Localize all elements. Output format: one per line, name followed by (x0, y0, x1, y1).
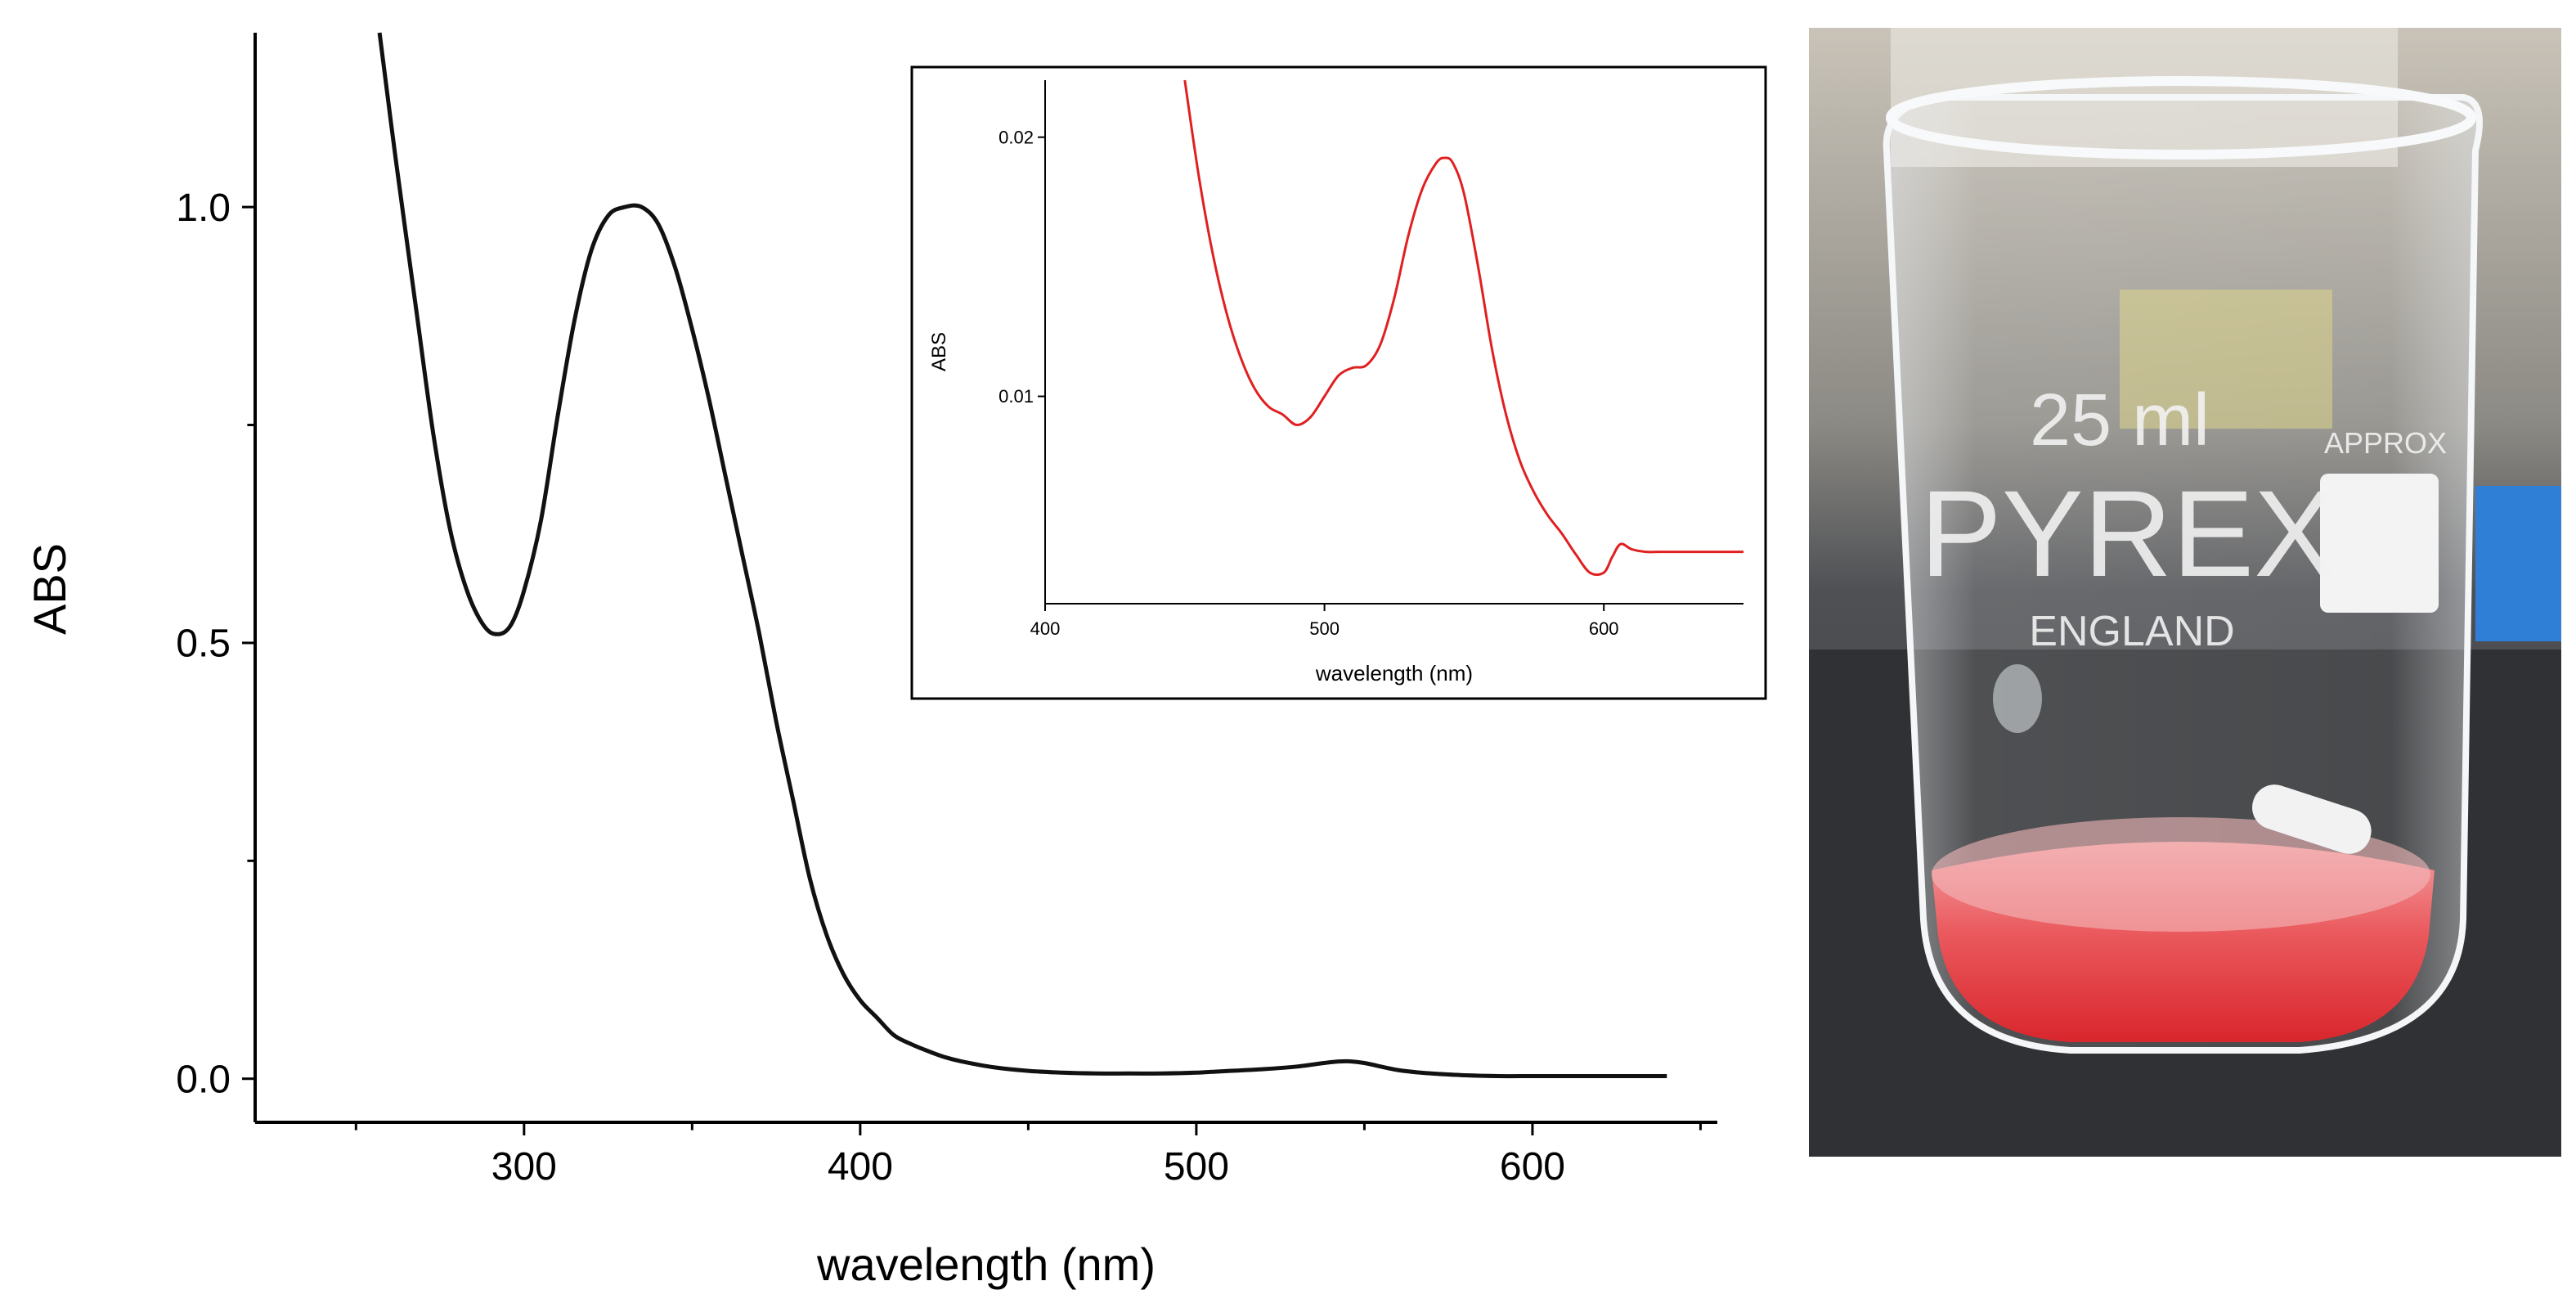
main-y-tick-label: 1.0 (176, 187, 231, 230)
main-y-axis-label: ABS (24, 543, 75, 635)
inset-frame (910, 65, 1767, 700)
main-x-tick-label: 400 (828, 1145, 893, 1189)
approx-label: APPROX (2324, 426, 2447, 460)
inset-x-tick-label: 600 (1589, 618, 1619, 639)
brand-label: PYREX (1920, 465, 2336, 602)
inset-y-tick-label: 0.02 (999, 127, 1034, 147)
main-absorbance-line (377, 32, 1667, 1079)
volume-mark: 25 ml (2030, 380, 2210, 461)
inset-ticks: 400 500 600 0.01 0.02 (999, 127, 1618, 639)
main-absorbance-chart: 300 400 500 600 0.0 0.5 1.0 wavelength (nm) AB… (24, 32, 1767, 1290)
white-marking-patch (2320, 474, 2439, 613)
inset-x-tick-label: 400 (1030, 618, 1061, 639)
main-x-tick-label: 600 (1500, 1145, 1565, 1189)
main-y-tick-label: 0.0 (176, 1059, 231, 1102)
main-x-tick-label: 300 (491, 1145, 557, 1189)
inset-absorbance-line (1183, 79, 1744, 577)
main-x-tick-label: 500 (1164, 1145, 1229, 1189)
main-ticks: 300 400 500 600 0.0 0.5 1.0 (176, 187, 1702, 1189)
main-axes (254, 33, 1717, 1124)
main-x-axis-label: wavelength (nm) (816, 1238, 1156, 1290)
inset-y-tick-label: 0.01 (999, 386, 1034, 407)
inset-chart: 400 500 600 0.01 0.02 wavelength (nm) ABS (910, 65, 1767, 700)
origin-label: ENGLAND (2029, 608, 2234, 655)
beaker-photo: 25 ml APPROX PYREX ENGLAND (1809, 28, 2561, 1157)
inset-x-axis-label: wavelength (nm) (1315, 661, 1473, 685)
liquid-surface (1932, 817, 2430, 932)
inset-x-tick-label: 500 (1309, 618, 1340, 639)
beaker: 25 ml APPROX PYREX ENGLAND (1883, 76, 2483, 1054)
water-droplet (1993, 664, 2042, 733)
main-y-tick-label: 0.5 (176, 623, 231, 666)
stir-bar (2252, 784, 2372, 854)
background-blue-object (2475, 486, 2561, 641)
beaker-rim (1886, 76, 2476, 160)
inset-y-axis-label: ABS (928, 332, 950, 371)
